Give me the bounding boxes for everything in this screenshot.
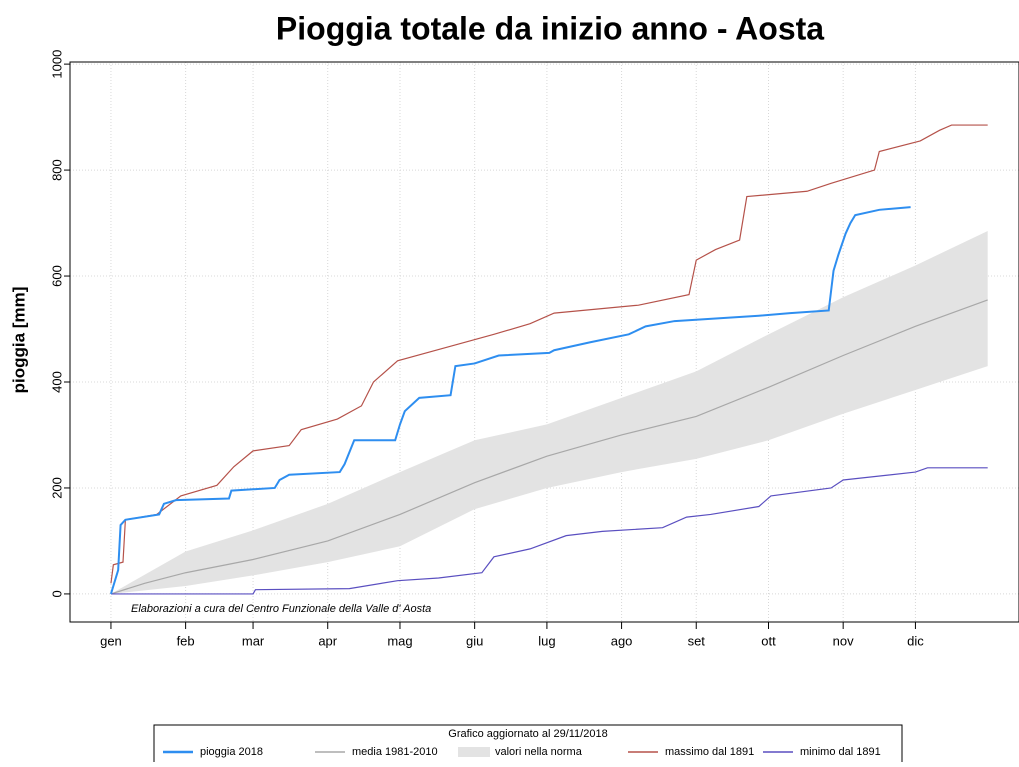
plot-frame [69, 61, 1019, 623]
x-tick-label: apr [318, 633, 337, 648]
x-tick-label: nov [833, 633, 854, 648]
y-axis-label: pioggia [mm] [9, 287, 28, 394]
legend-label: valori nella norma [495, 746, 583, 758]
x-tick-label: giu [466, 633, 483, 648]
x-tick-label: dic [907, 633, 924, 648]
x-tick-label: ott [761, 633, 776, 648]
y-tick-label: 800 [49, 159, 64, 181]
y-tick-label: 200 [49, 477, 64, 499]
y-tick-label: 600 [49, 265, 64, 287]
legend-label: media 1981-2010 [352, 746, 438, 758]
legend-box [153, 724, 903, 766]
data-line [109, 206, 911, 595]
legend-swatch [458, 747, 490, 757]
data-line [110, 124, 988, 584]
legend-label: pioggia 2018 [200, 746, 263, 758]
legend-label: massimo dal 1891 [665, 746, 754, 758]
chart-title: Pioggia totale da inizio anno - Aosta [276, 10, 824, 46]
x-tick-label: mag [387, 633, 412, 648]
x-tick-label: ago [611, 633, 633, 648]
x-tick-label: feb [177, 633, 195, 648]
x-tick-label: lug [538, 633, 555, 648]
y-tick-label: 1000 [49, 50, 64, 79]
annotation: Elaborazioni a cura del Centro Funzional… [131, 603, 431, 615]
x-tick-label: gen [100, 633, 122, 648]
x-tick-label: set [688, 633, 706, 648]
data-line [110, 299, 988, 595]
x-tick-label: mar [242, 633, 265, 648]
data-line [110, 467, 988, 595]
legend-label: minimo dal 1891 [800, 746, 881, 758]
y-tick-label: 0 [49, 590, 64, 597]
y-tick-label: 400 [49, 371, 64, 393]
legend-title: Grafico aggiornato al 29/11/2018 [448, 728, 607, 740]
norm-band [110, 231, 988, 594]
